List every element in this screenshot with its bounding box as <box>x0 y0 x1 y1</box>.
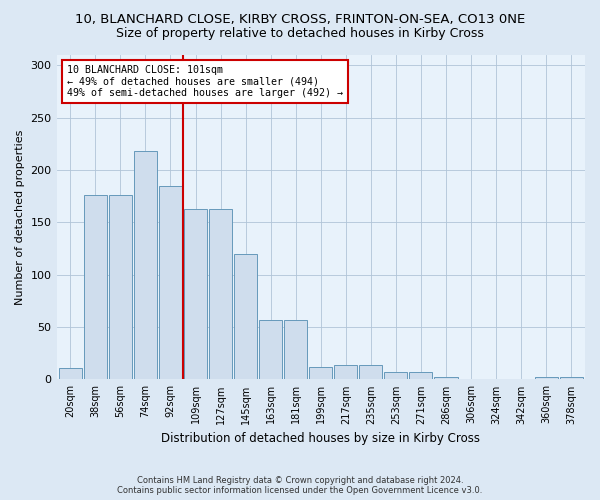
Bar <box>309 367 332 380</box>
Bar <box>284 320 307 380</box>
Bar <box>134 152 157 380</box>
Text: Contains HM Land Registry data © Crown copyright and database right 2024.
Contai: Contains HM Land Registry data © Crown c… <box>118 476 482 495</box>
Bar <box>84 195 107 380</box>
Bar <box>359 365 382 380</box>
Bar <box>184 209 207 380</box>
X-axis label: Distribution of detached houses by size in Kirby Cross: Distribution of detached houses by size … <box>161 432 480 445</box>
Text: 10 BLANCHARD CLOSE: 101sqm
← 49% of detached houses are smaller (494)
49% of sem: 10 BLANCHARD CLOSE: 101sqm ← 49% of deta… <box>67 64 343 98</box>
Bar <box>334 365 358 380</box>
Bar <box>109 195 132 380</box>
Bar <box>385 372 407 380</box>
Bar <box>409 372 433 380</box>
Bar <box>560 378 583 380</box>
Bar <box>209 209 232 380</box>
Bar <box>159 186 182 380</box>
Bar <box>535 378 558 380</box>
Text: Size of property relative to detached houses in Kirby Cross: Size of property relative to detached ho… <box>116 28 484 40</box>
Bar <box>59 368 82 380</box>
Bar <box>234 254 257 380</box>
Bar <box>434 378 458 380</box>
Text: 10, BLANCHARD CLOSE, KIRBY CROSS, FRINTON-ON-SEA, CO13 0NE: 10, BLANCHARD CLOSE, KIRBY CROSS, FRINTO… <box>75 12 525 26</box>
Bar <box>259 320 282 380</box>
Y-axis label: Number of detached properties: Number of detached properties <box>15 130 25 305</box>
